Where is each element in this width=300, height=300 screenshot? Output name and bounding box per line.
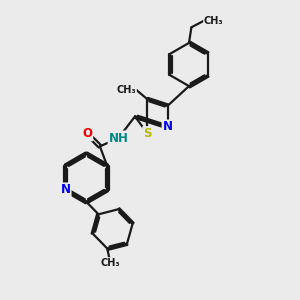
Text: CH₃: CH₃ xyxy=(100,258,120,268)
Text: N: N xyxy=(163,121,172,134)
Text: NH: NH xyxy=(109,131,128,145)
Text: S: S xyxy=(143,127,152,140)
Text: CH₃: CH₃ xyxy=(204,16,224,26)
Text: O: O xyxy=(82,127,92,140)
Text: CH₃: CH₃ xyxy=(116,85,136,95)
Text: N: N xyxy=(61,183,70,196)
